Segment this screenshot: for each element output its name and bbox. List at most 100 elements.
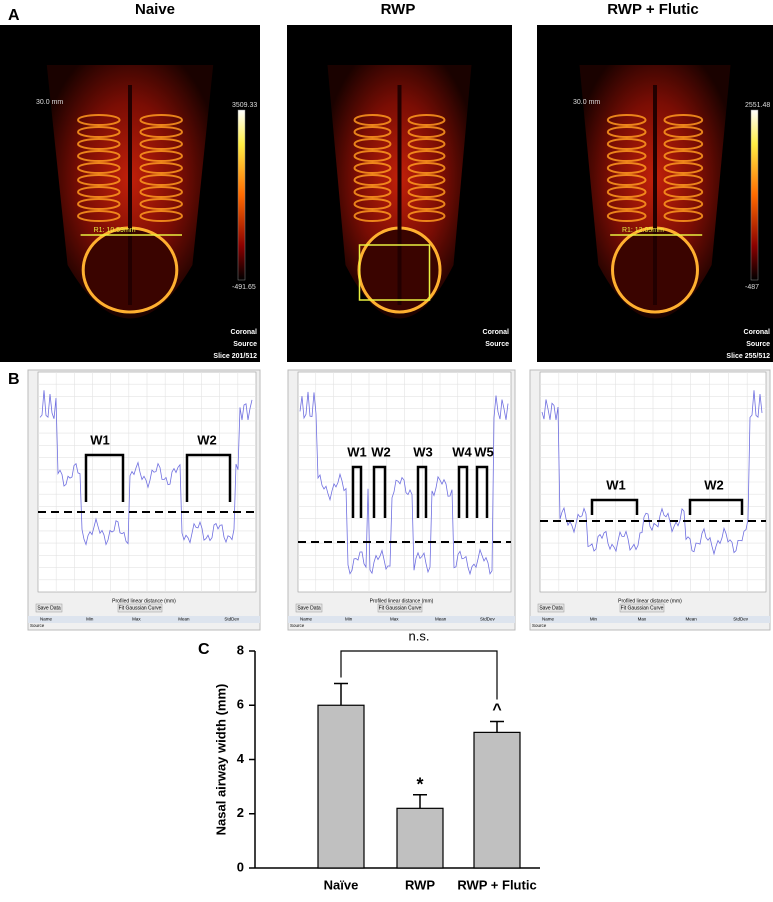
profile-line — [541, 390, 763, 556]
ct-tooth — [606, 138, 647, 150]
ct-tooth — [407, 162, 446, 174]
bar — [473, 731, 521, 869]
color-bar — [237, 109, 246, 281]
ct-tooth — [407, 114, 446, 126]
scale-label: -487 — [745, 284, 759, 291]
y-tick-label: 8 — [237, 642, 244, 657]
ct-tooth — [77, 138, 121, 150]
ct-tooth — [353, 138, 392, 150]
ct-tooth — [407, 138, 446, 150]
button[interactable] — [377, 603, 423, 613]
panel-label: C — [198, 641, 210, 658]
width-label: W4 — [452, 444, 472, 459]
ct-tooth — [77, 150, 121, 162]
ct-tooth — [353, 162, 392, 174]
source-label: Source — [485, 341, 509, 348]
table-header — [28, 616, 260, 623]
profile-line — [39, 390, 253, 546]
ct-tooth — [139, 198, 183, 210]
panel-title: RWP + Flutic — [607, 1, 699, 18]
button[interactable] — [35, 603, 63, 613]
column-header: Max — [390, 617, 399, 622]
x-tick-label: RWP + Flutic — [457, 877, 536, 892]
width-bracket — [590, 498, 639, 515]
width-label: W3 — [413, 444, 433, 459]
ct-tooth — [407, 126, 446, 138]
width-label: W2 — [371, 444, 391, 459]
column-header: Mean — [178, 617, 190, 622]
column-header: Max — [132, 617, 141, 622]
ct-tooth — [663, 138, 704, 150]
width-bracket — [416, 465, 428, 518]
column-header: Name — [300, 617, 313, 622]
button[interactable] — [537, 603, 565, 613]
ct-tooth — [606, 174, 647, 186]
ct-tooth — [663, 162, 704, 174]
column-header: Min — [590, 617, 598, 622]
ct-tooth — [77, 174, 121, 186]
x-tick-label: RWP — [405, 877, 435, 892]
button-label: Save Data — [539, 605, 563, 611]
slice-label: Slice 255/512 — [726, 353, 770, 360]
width-bracket — [688, 498, 744, 515]
view-label: Coronal — [483, 329, 510, 336]
button[interactable] — [117, 603, 163, 613]
button[interactable] — [619, 603, 665, 613]
ct-tooth — [407, 186, 446, 198]
measure-label: R1: 10.59mm — [94, 227, 136, 234]
width-label: W1 — [90, 432, 110, 447]
panel-title: Naive — [135, 1, 175, 18]
y-axis-label: Nasal airway width (mm) — [213, 684, 228, 836]
ct-tooth — [139, 186, 183, 198]
table-header — [288, 616, 515, 623]
column-header: Name — [542, 617, 555, 622]
ct-tooth — [353, 150, 392, 162]
y-tick-label: 4 — [237, 751, 245, 766]
column-header: Mean — [685, 617, 697, 622]
ct-tooth — [77, 114, 121, 126]
button[interactable] — [295, 603, 323, 613]
ct-tooth — [139, 114, 183, 126]
y-tick-label: 2 — [237, 805, 244, 820]
ct-tooth — [77, 210, 121, 222]
row-label: Source — [30, 623, 45, 628]
axis-label: Profiled linear distance (mm) — [618, 598, 682, 604]
ct-tooth — [663, 186, 704, 198]
bar — [396, 807, 444, 869]
ct-tooth — [606, 150, 647, 162]
ct-tooth — [353, 114, 392, 126]
ct-tooth — [139, 174, 183, 186]
x-tick-label: Naïve — [324, 877, 359, 892]
ct-tooth — [407, 150, 446, 162]
column-header: Max — [638, 617, 647, 622]
ct-tooth — [663, 210, 704, 222]
row-label: Source — [290, 623, 305, 628]
profile-line — [299, 391, 509, 576]
button-label: Fit Gaussian Curve — [119, 605, 162, 611]
ct-tooth — [139, 138, 183, 150]
ct-tooth — [663, 126, 704, 138]
width-label: W2 — [197, 432, 217, 447]
error-bar — [334, 682, 348, 706]
ct-tooth — [139, 210, 183, 222]
scale-label: -491.65 — [232, 284, 256, 291]
column-header: Name — [40, 617, 53, 622]
source-label: Source — [746, 341, 770, 348]
scale-label: 3509.33 — [232, 102, 257, 109]
row-label: Source — [532, 623, 547, 628]
button-label: Fit Gaussian Curve — [621, 605, 664, 611]
width-bracket — [372, 465, 387, 518]
comparison-label: n.s. — [409, 628, 430, 643]
ct-tooth — [663, 150, 704, 162]
ct-tooth — [663, 114, 704, 126]
column-header: Min — [345, 617, 353, 622]
source-label: Source — [233, 341, 257, 348]
width-bracket — [185, 453, 232, 502]
ct-tooth — [606, 186, 647, 198]
ct-tooth — [353, 174, 392, 186]
width-bracket — [457, 465, 469, 518]
ct-tooth — [353, 210, 392, 222]
measure-label: R1: 12.05mm — [622, 227, 664, 234]
view-label: Coronal — [231, 329, 258, 336]
